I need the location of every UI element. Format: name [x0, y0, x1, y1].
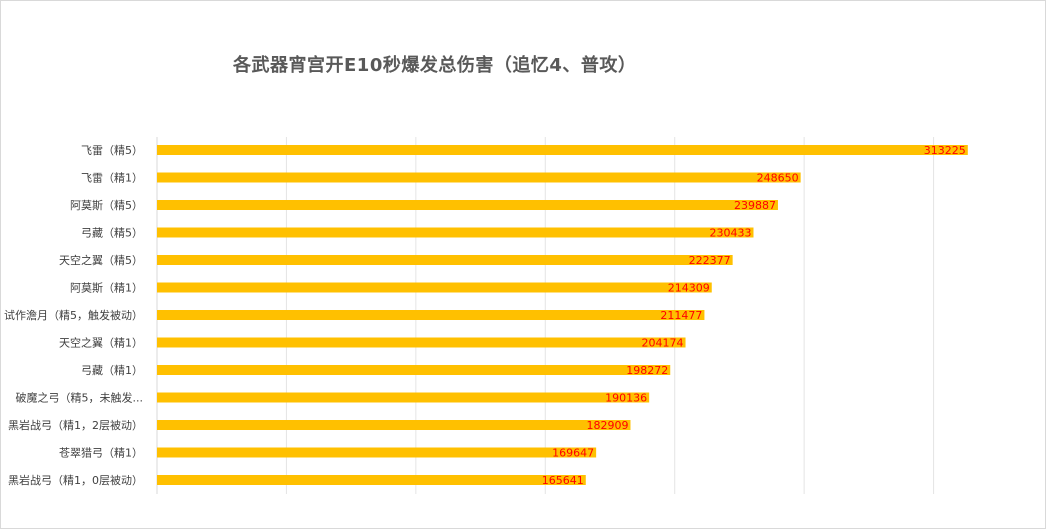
data-label: 230433 — [709, 227, 751, 240]
bar — [157, 337, 686, 348]
category-label: 阿莫斯（精5） — [70, 199, 143, 212]
bar — [157, 145, 968, 155]
category-label: 飞雷（精1） — [81, 172, 143, 185]
category-label: 弓藏（精1） — [81, 364, 143, 377]
category-label: 苍翠猎弓（精1） — [59, 446, 143, 460]
category-label: 试作澹月（精5，触发被动） — [4, 308, 143, 322]
bar — [157, 420, 631, 430]
data-label: 169647 — [552, 447, 594, 460]
data-label: 190136 — [605, 392, 647, 405]
category-label: 黑岩战弓（精1，0层被动） — [8, 473, 143, 487]
category-label: 阿莫斯（精1） — [70, 282, 143, 295]
data-label: 165641 — [542, 474, 584, 487]
bar — [157, 475, 586, 485]
data-label: 182909 — [586, 419, 628, 432]
data-label: 248650 — [757, 172, 799, 185]
bar — [157, 282, 712, 293]
bar — [157, 255, 733, 265]
category-label: 破魔之弓（精5，未触发... — [16, 391, 144, 405]
data-label: 198272 — [626, 364, 668, 377]
bar — [157, 447, 597, 458]
data-label: 214309 — [668, 282, 710, 295]
bar — [157, 172, 801, 183]
chart-title: 各武器宵宫开E10秒爆发总伤害（追忆4、普攻） — [233, 55, 637, 76]
data-label: 239887 — [734, 199, 776, 212]
category-label: 天空之翼（精5） — [59, 253, 143, 267]
data-label: 204174 — [642, 337, 684, 350]
data-label: 222377 — [689, 254, 731, 267]
bar — [157, 392, 650, 403]
data-label: 211477 — [660, 309, 702, 322]
bar — [157, 227, 754, 238]
category-label: 黑岩战弓（精1，2层被动） — [8, 418, 143, 432]
data-label: 313225 — [924, 144, 966, 157]
category-label: 天空之翼（精1） — [59, 336, 143, 350]
category-label: 飞雷（精5） — [81, 144, 143, 157]
category-label: 弓藏（精5） — [81, 227, 143, 240]
bar — [157, 200, 778, 210]
bar — [157, 310, 705, 320]
bar — [157, 365, 671, 375]
